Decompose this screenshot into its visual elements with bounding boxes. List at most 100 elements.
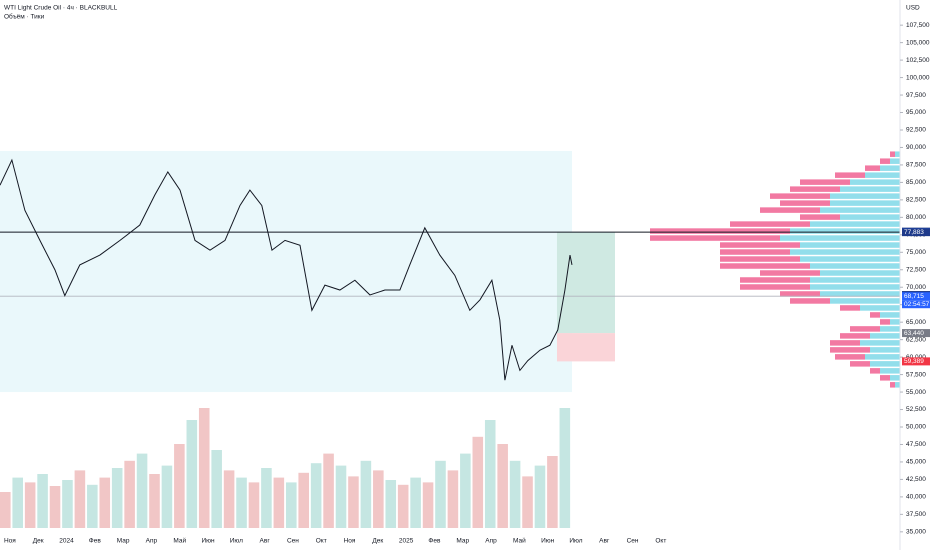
volume-bar	[62, 480, 73, 528]
price-label: 68,715	[904, 293, 924, 300]
profile-buy	[870, 347, 900, 353]
chart-subtitle: Объём · Тики	[4, 13, 45, 21]
profile-buy	[865, 354, 900, 360]
profile-sell	[790, 298, 830, 304]
x-tick-label: Сен	[287, 538, 299, 545]
profile-sell	[780, 291, 820, 297]
profile-buy	[780, 235, 900, 241]
x-tick-label: 2024	[59, 538, 74, 545]
volume-bar	[149, 474, 160, 528]
volume-bar	[0, 492, 11, 528]
profile-buy	[890, 319, 900, 325]
profile-buy	[880, 326, 900, 332]
profile-buy	[810, 221, 900, 227]
profile-buy	[790, 249, 900, 255]
volume-bar	[248, 482, 260, 528]
profile-buy	[895, 382, 900, 388]
profile-buy	[880, 312, 900, 318]
profile-sell	[800, 214, 840, 220]
y-tick-label: 95,000	[906, 109, 926, 116]
x-tick-label: Авг	[599, 538, 610, 545]
profile-buy	[895, 151, 900, 157]
x-tick-label: Ноя	[344, 538, 356, 545]
price-label: 59,389	[904, 358, 924, 365]
volume-bar	[484, 420, 496, 528]
profile-sell	[830, 347, 870, 353]
price-line	[0, 158, 573, 381]
volume-bar	[273, 477, 285, 528]
profile-sell	[800, 179, 850, 185]
x-tick-label: Апр	[146, 538, 158, 545]
x-tick-label: Май	[173, 537, 186, 545]
volume-bar	[310, 463, 322, 528]
profile-buy	[865, 172, 900, 178]
y-tick-label: 100,000	[906, 74, 930, 81]
y-tick-label: 35,000	[906, 529, 926, 536]
x-tick-label: Фев	[89, 538, 102, 545]
volume-bar	[348, 476, 359, 528]
volume-bar	[87, 484, 98, 528]
profile-sell	[840, 333, 870, 339]
volume-bar	[422, 482, 434, 528]
profile-sell	[840, 305, 860, 311]
profile-sell	[830, 340, 860, 346]
x-tick-label: Дек	[33, 538, 44, 545]
volume-bar	[12, 477, 24, 528]
y-tick-label: 70,000	[906, 284, 926, 291]
volume-bar	[472, 436, 484, 528]
profile-sell	[740, 284, 810, 290]
profile-buy	[890, 375, 900, 381]
profile-buy	[840, 186, 900, 192]
volume-bar	[373, 470, 384, 528]
volume-bar	[397, 484, 409, 528]
profile-sell	[835, 172, 865, 178]
profile-buy	[820, 270, 900, 276]
volume-bar	[198, 408, 210, 528]
profile-sell	[890, 151, 895, 157]
volume-bar	[298, 472, 309, 528]
y-tick-label: 52,500	[906, 406, 926, 413]
y-tick-label: 45,000	[906, 459, 926, 466]
profile-buy	[890, 158, 900, 164]
profile-sell	[865, 165, 880, 171]
profile-sell	[650, 235, 780, 241]
volume-bar	[74, 470, 86, 528]
profile-buy	[830, 200, 900, 206]
volume-bar	[99, 477, 111, 528]
volume-bar	[236, 477, 247, 528]
y-tick-label: 82,500	[906, 197, 926, 204]
y-tick-label: 107,500	[906, 22, 930, 29]
profile-buy	[880, 165, 900, 171]
volume-bar	[559, 408, 571, 528]
profile-buy	[820, 291, 900, 297]
volume-bar	[323, 453, 334, 528]
y-tick-label: 72,500	[906, 266, 926, 273]
profile-sell	[770, 193, 830, 199]
volume-bar	[174, 444, 185, 528]
profile-sell	[650, 228, 790, 234]
profile-buy	[800, 256, 900, 262]
y-tick-label: 37,500	[906, 511, 926, 518]
x-tick-label: Окт	[655, 538, 666, 545]
volume-bar	[410, 477, 421, 528]
profile-sell	[720, 242, 800, 248]
profile-buy	[810, 263, 900, 269]
profile-sell	[870, 368, 880, 374]
profile-sell	[730, 221, 810, 227]
y-tick-label: 92,500	[906, 127, 926, 134]
price-label-box	[902, 329, 930, 338]
x-tick-label: Апр	[485, 538, 497, 545]
x-tick-label: Фев	[428, 538, 441, 545]
volume-bar	[186, 420, 198, 528]
price-label-box	[902, 228, 930, 237]
volume-bar	[435, 460, 446, 528]
volume-bar	[522, 476, 533, 528]
profile-buy	[830, 298, 900, 304]
profile-sell	[720, 249, 790, 255]
x-tick-label: Дек	[372, 538, 383, 545]
y-tick-label: 87,500	[906, 162, 926, 169]
volume-bar	[111, 468, 123, 528]
volume-bar	[24, 482, 36, 528]
profile-sell	[870, 312, 880, 318]
